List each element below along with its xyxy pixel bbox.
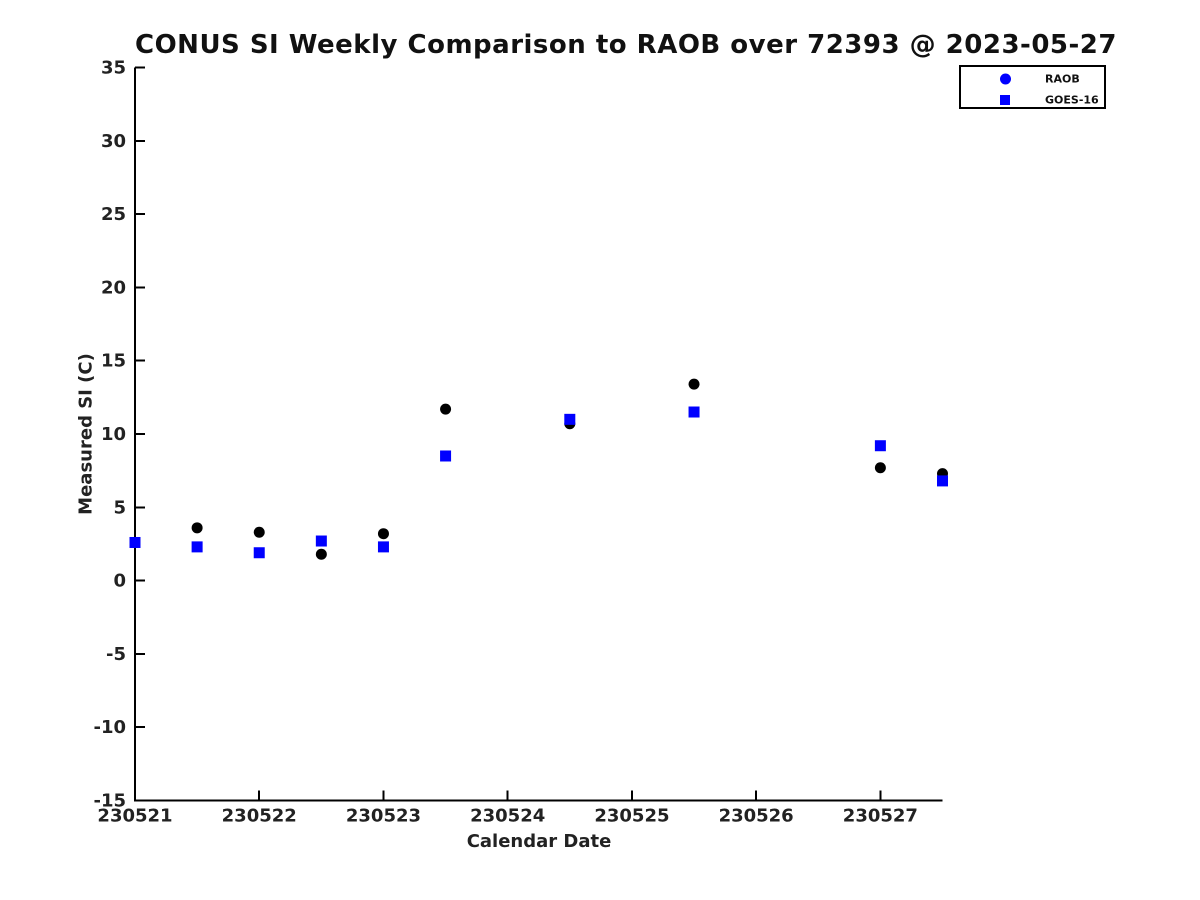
data-point-goes-16 <box>377 541 389 553</box>
legend-circle-icon <box>1000 73 1011 85</box>
y-tick-label: -10 <box>93 717 126 738</box>
legend-square-icon <box>1000 95 1010 105</box>
data-point-goes-16 <box>253 547 265 559</box>
y-tick-label: 20 <box>101 277 126 298</box>
data-point-raob <box>253 526 265 538</box>
legend-label-raob: RAOB <box>1045 72 1080 86</box>
y-tick-label: 35 <box>101 58 126 79</box>
y-tick-label: -5 <box>106 644 126 665</box>
data-point-raob <box>315 548 327 560</box>
x-axis-label: Calendar Date <box>466 831 612 852</box>
legend-label-goes-16: GOES-16 <box>1045 93 1099 107</box>
data-point-goes-16 <box>129 536 141 548</box>
x-tick-label: 230521 <box>97 806 172 827</box>
y-tick-label: 25 <box>101 204 126 225</box>
x-tick-label: 230526 <box>719 806 794 827</box>
x-tick-label: 230527 <box>843 806 918 827</box>
legend: RAOB GOES-16 <box>959 65 1106 109</box>
data-point-raob <box>377 528 389 540</box>
x-tick-label: 230522 <box>222 806 297 827</box>
data-point-raob <box>874 462 886 474</box>
y-tick-label: 5 <box>113 497 126 518</box>
data-point-goes-16 <box>564 413 576 425</box>
data-point-goes-16 <box>937 475 948 487</box>
y-tick-label: 0 <box>113 571 126 592</box>
x-tick-label: 230525 <box>594 806 669 827</box>
data-point-raob <box>440 403 452 415</box>
data-point-goes-16 <box>315 535 327 547</box>
y-tick-label: 10 <box>101 424 126 445</box>
data-point-goes-16 <box>191 541 203 553</box>
data-point-goes-16 <box>874 440 886 452</box>
data-point-raob <box>191 522 203 534</box>
y-tick-label: -15 <box>93 791 126 812</box>
data-point-goes-16 <box>440 450 452 462</box>
x-tick-label: 230523 <box>346 806 421 827</box>
legend-entry-raob: RAOB <box>961 70 1104 88</box>
legend-entry-goes-16: GOES-16 <box>961 91 1104 109</box>
data-point-goes-16 <box>688 406 700 418</box>
data-point-raob <box>688 378 700 390</box>
y-tick-label: 30 <box>101 131 126 152</box>
y-tick-label: 15 <box>101 351 126 372</box>
x-tick-label: 230524 <box>470 806 545 827</box>
